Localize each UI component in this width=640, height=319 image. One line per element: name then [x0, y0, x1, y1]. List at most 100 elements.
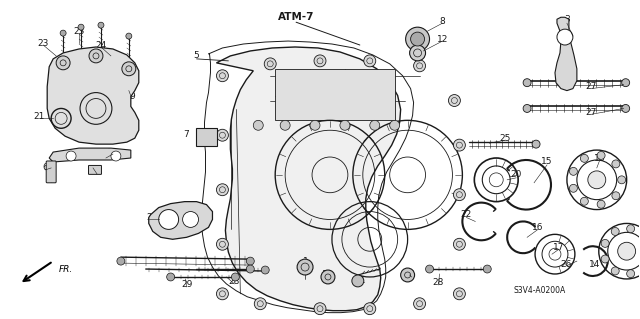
- Circle shape: [390, 120, 399, 130]
- Circle shape: [246, 265, 254, 273]
- Text: 21: 21: [33, 112, 45, 121]
- Circle shape: [612, 192, 620, 200]
- Circle shape: [410, 45, 426, 61]
- Polygon shape: [47, 47, 139, 144]
- Circle shape: [166, 273, 175, 281]
- Polygon shape: [49, 148, 131, 162]
- Text: 23: 23: [74, 26, 84, 36]
- Circle shape: [370, 120, 380, 130]
- Circle shape: [66, 151, 76, 161]
- Circle shape: [261, 266, 269, 274]
- Text: 18: 18: [594, 153, 605, 162]
- Text: S3V4-A0200A: S3V4-A0200A: [514, 286, 566, 295]
- Circle shape: [557, 29, 573, 45]
- Circle shape: [78, 24, 84, 30]
- Text: 1: 1: [303, 256, 309, 266]
- Circle shape: [314, 55, 326, 67]
- Circle shape: [523, 105, 531, 112]
- Circle shape: [570, 184, 577, 192]
- Polygon shape: [202, 41, 413, 313]
- Polygon shape: [555, 17, 577, 91]
- Text: 12: 12: [436, 34, 448, 44]
- Text: 10: 10: [107, 148, 118, 157]
- Circle shape: [216, 238, 228, 250]
- Text: 28: 28: [228, 278, 240, 286]
- Circle shape: [264, 58, 276, 70]
- Circle shape: [111, 151, 121, 161]
- Polygon shape: [148, 202, 212, 239]
- Text: 26: 26: [560, 260, 572, 269]
- Circle shape: [618, 176, 626, 184]
- Circle shape: [89, 49, 103, 63]
- Circle shape: [453, 189, 465, 201]
- Circle shape: [483, 265, 492, 273]
- Circle shape: [321, 270, 335, 284]
- Polygon shape: [216, 47, 401, 311]
- Circle shape: [253, 120, 263, 130]
- Polygon shape: [275, 69, 395, 120]
- Circle shape: [413, 298, 426, 310]
- Circle shape: [98, 22, 104, 28]
- Circle shape: [611, 267, 619, 275]
- FancyBboxPatch shape: [88, 166, 102, 174]
- Text: 22: 22: [92, 167, 102, 176]
- Text: 22: 22: [461, 210, 472, 219]
- Text: FR.: FR.: [59, 264, 74, 273]
- Circle shape: [122, 62, 136, 76]
- Circle shape: [216, 184, 228, 196]
- Circle shape: [117, 257, 125, 265]
- Text: 23: 23: [38, 39, 49, 48]
- Text: 17: 17: [553, 243, 564, 252]
- Text: 27: 27: [585, 82, 596, 91]
- Circle shape: [406, 27, 429, 51]
- Circle shape: [216, 70, 228, 82]
- Circle shape: [627, 270, 635, 278]
- Circle shape: [352, 275, 364, 287]
- Circle shape: [523, 79, 531, 87]
- FancyBboxPatch shape: [46, 161, 56, 183]
- Text: 11: 11: [355, 277, 367, 286]
- Circle shape: [601, 255, 609, 263]
- Text: 5: 5: [194, 51, 200, 60]
- Circle shape: [310, 120, 320, 130]
- Circle shape: [182, 211, 198, 227]
- Circle shape: [597, 152, 605, 160]
- Circle shape: [216, 129, 228, 141]
- Circle shape: [453, 139, 465, 151]
- Circle shape: [126, 33, 132, 39]
- Circle shape: [453, 288, 465, 300]
- Circle shape: [159, 210, 179, 229]
- Circle shape: [413, 60, 426, 72]
- Circle shape: [426, 265, 433, 273]
- Circle shape: [612, 160, 620, 168]
- Circle shape: [232, 273, 239, 281]
- Text: 16: 16: [532, 223, 544, 232]
- Circle shape: [627, 225, 635, 233]
- Circle shape: [588, 171, 605, 189]
- Circle shape: [601, 240, 609, 247]
- Circle shape: [597, 200, 605, 208]
- Text: 19: 19: [621, 245, 632, 254]
- Text: 20: 20: [511, 170, 522, 179]
- Circle shape: [364, 55, 376, 67]
- Text: 24: 24: [95, 41, 107, 49]
- Circle shape: [453, 238, 465, 250]
- Circle shape: [340, 120, 350, 130]
- Text: 14: 14: [589, 260, 600, 269]
- Text: 25: 25: [499, 134, 511, 143]
- Text: 28: 28: [433, 278, 444, 287]
- Circle shape: [60, 30, 66, 36]
- Circle shape: [314, 303, 326, 315]
- Circle shape: [56, 56, 70, 70]
- Circle shape: [254, 298, 266, 310]
- Circle shape: [411, 32, 424, 46]
- Circle shape: [216, 288, 228, 300]
- Text: 6: 6: [42, 163, 48, 173]
- Text: ATM-7: ATM-7: [278, 12, 314, 22]
- Text: 2: 2: [146, 213, 152, 222]
- Text: 9: 9: [129, 92, 134, 101]
- Text: 4: 4: [409, 271, 415, 279]
- Circle shape: [449, 94, 460, 107]
- Circle shape: [611, 227, 619, 235]
- Text: 8: 8: [440, 17, 445, 26]
